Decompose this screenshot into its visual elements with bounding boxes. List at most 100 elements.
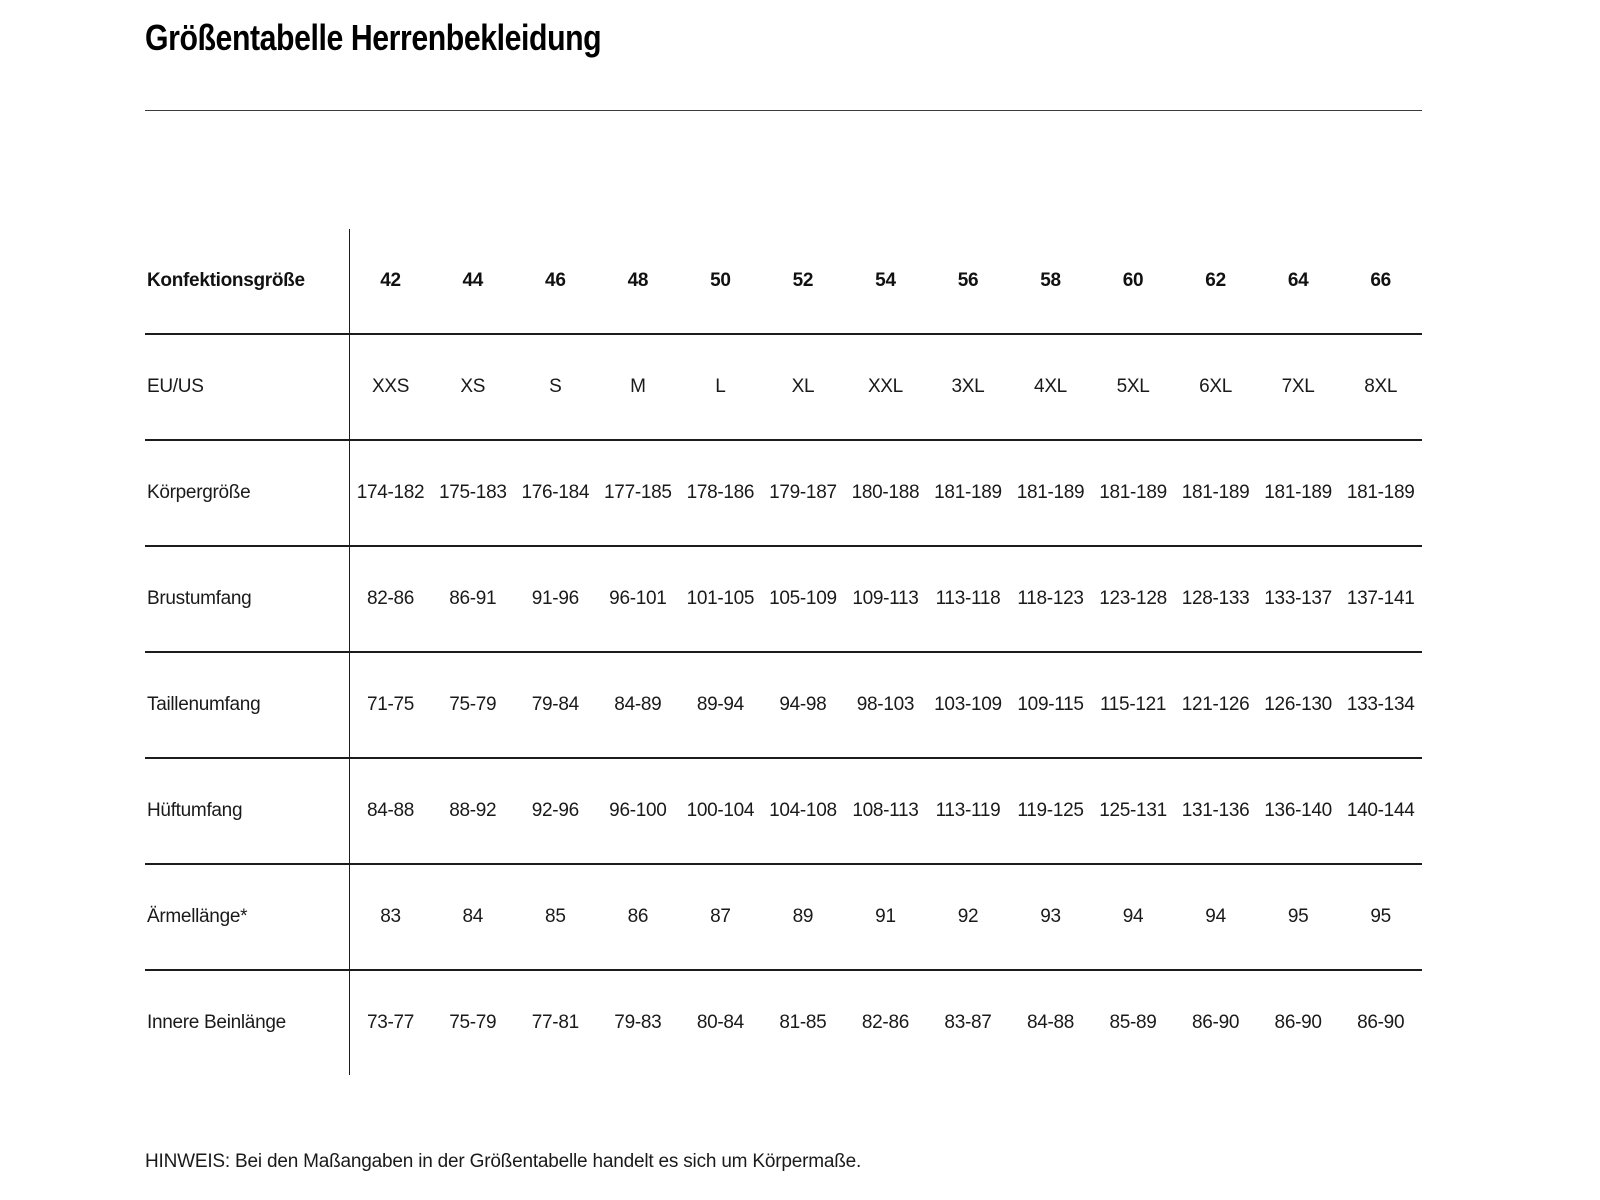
size-cell: 181-189	[1009, 439, 1092, 546]
size-cell: 131-136	[1174, 757, 1257, 864]
size-cell: S	[514, 333, 597, 440]
size-cell: 89	[761, 863, 845, 970]
size-cell: 84-88	[349, 757, 432, 864]
size-cell: 3XL	[926, 333, 1010, 440]
size-cell: 84-88	[1009, 969, 1092, 1075]
size-cell: 109-113	[844, 545, 927, 652]
table-row: Hüftumfang 84-88 88-92 92-96 96-100 100-104 10…	[145, 757, 1422, 864]
size-cell: 6XL	[1174, 333, 1257, 440]
table-row: Körpergröße 174-182 175-183 176-184 177-185 1…	[145, 439, 1422, 546]
size-cell: 86-90	[1339, 969, 1422, 1075]
size-cell: 96-100	[596, 757, 680, 864]
size-cell: 42	[380, 270, 401, 291]
size-cell: 89-94	[679, 651, 762, 758]
size-cell: 94	[1174, 863, 1257, 970]
size-cell: 86-90	[1174, 969, 1257, 1075]
size-table-body: Konfektionsgröße 42 44 46 48 50 52 54 56 58 60 62 64…	[145, 229, 1422, 1075]
size-cell: 86-91	[431, 545, 515, 652]
size-cell: 82-86	[349, 545, 432, 652]
size-cell: 128-133	[1174, 545, 1257, 652]
size-cell: 181-189	[1339, 439, 1422, 546]
row-label: Hüftumfang	[145, 757, 350, 864]
size-cell: 60	[1122, 270, 1144, 291]
row-label: Innere Beinlänge	[145, 969, 350, 1075]
size-cell: 81-85	[761, 969, 845, 1075]
size-cell: 75-79	[431, 651, 515, 758]
size-cell: 84-89	[596, 651, 680, 758]
table-row: Brustumfang 82-86 86-91 91-96 96-101 101-105 1…	[145, 545, 1422, 652]
size-cell: L	[679, 333, 762, 440]
size-cell: 175-183	[431, 439, 515, 546]
size-cell: 103-109	[926, 651, 1010, 758]
size-cell: 176-184	[514, 439, 597, 546]
size-cell: 80-84	[679, 969, 762, 1075]
size-cell: 113-118	[926, 545, 1010, 652]
size-cell: 8XL	[1339, 333, 1422, 440]
size-cell: 136-140	[1256, 757, 1340, 864]
size-cell: 54	[875, 270, 896, 291]
size-cell: 79-84	[514, 651, 597, 758]
page-title: Größentabelle Herrenbekleidung	[145, 17, 602, 58]
size-cell: 123-128	[1091, 545, 1175, 652]
size-cell: 105-109	[761, 545, 845, 652]
size-cell: 86-90	[1256, 969, 1340, 1075]
row-label: Brustumfang	[145, 545, 350, 652]
size-cell: 100-104	[679, 757, 762, 864]
size-cell: 181-189	[1256, 439, 1340, 546]
row-label: Konfektionsgröße	[145, 229, 350, 334]
size-cell: 113-119	[926, 757, 1010, 864]
size-cell: 50	[710, 270, 731, 291]
size-cell: 85	[514, 863, 597, 970]
size-cell: 4XL	[1009, 333, 1092, 440]
size-cell: 181-189	[1091, 439, 1175, 546]
size-cell: M	[596, 333, 680, 440]
size-cell: 91-96	[514, 545, 597, 652]
size-cell: 93	[1009, 863, 1092, 970]
size-cell: 48	[627, 270, 649, 291]
size-cell: 108-113	[844, 757, 927, 864]
size-cell: 44	[462, 270, 484, 291]
size-cell: 126-130	[1256, 651, 1340, 758]
header-block: Größentabelle Herrenbekleidung	[145, 0, 1422, 111]
size-cell: 64	[1287, 270, 1309, 291]
size-cell: 95	[1256, 863, 1340, 970]
size-cell: 77-81	[514, 969, 597, 1075]
size-cell: 115-121	[1091, 651, 1175, 758]
size-cell: 109-115	[1009, 651, 1092, 758]
footnote: HINWEIS: Bei den Maßangaben in der Größe…	[145, 1151, 862, 1172]
size-cell: 174-182	[349, 439, 432, 546]
row-label: Ärmellänge*	[145, 863, 350, 970]
size-cell: 125-131	[1091, 757, 1175, 864]
size-cell: 104-108	[761, 757, 845, 864]
size-cell: XL	[761, 333, 845, 440]
size-cell: 98-103	[844, 651, 927, 758]
size-cell: 84	[431, 863, 515, 970]
size-cell: 95	[1339, 863, 1422, 970]
size-cell: 179-187	[761, 439, 845, 546]
size-cell: 62	[1205, 270, 1226, 291]
size-cell: 177-185	[596, 439, 680, 546]
table-row: EU/US XXS XS S M L XL XXL 3XL 4XL 5XL 6XL 7XL 8XL	[145, 333, 1422, 440]
size-cell: 121-126	[1174, 651, 1257, 758]
size-cell: 83	[349, 863, 432, 970]
row-label: Körpergröße	[145, 439, 350, 546]
size-cell: 46	[545, 270, 566, 291]
size-cell: 66	[1370, 270, 1391, 291]
size-cell: XXS	[349, 333, 432, 440]
table-row: Taillenumfang 71-75 75-79 79-84 84-89 89-94 94…	[145, 651, 1422, 758]
size-cell: 71-75	[349, 651, 432, 758]
size-cell: 79-83	[596, 969, 680, 1075]
size-cell: 101-105	[679, 545, 762, 652]
content-area: Größentabelle Herrenbekleidung Konfektio…	[145, 0, 1422, 1173]
size-cell: 52	[792, 270, 814, 291]
size-cell: 82-86	[844, 969, 927, 1075]
size-cell: 83-87	[926, 969, 1010, 1075]
size-cell: 91	[844, 863, 927, 970]
size-cell: 181-189	[1174, 439, 1257, 546]
size-cell: 58	[1040, 270, 1061, 291]
size-cell: 133-134	[1339, 651, 1422, 758]
size-cell: 56	[957, 270, 979, 291]
table-header-row: Konfektionsgröße 42 44 46 48 50 52 54 56 58 60 62 64…	[145, 229, 1422, 334]
size-cell: 140-144	[1339, 757, 1422, 864]
